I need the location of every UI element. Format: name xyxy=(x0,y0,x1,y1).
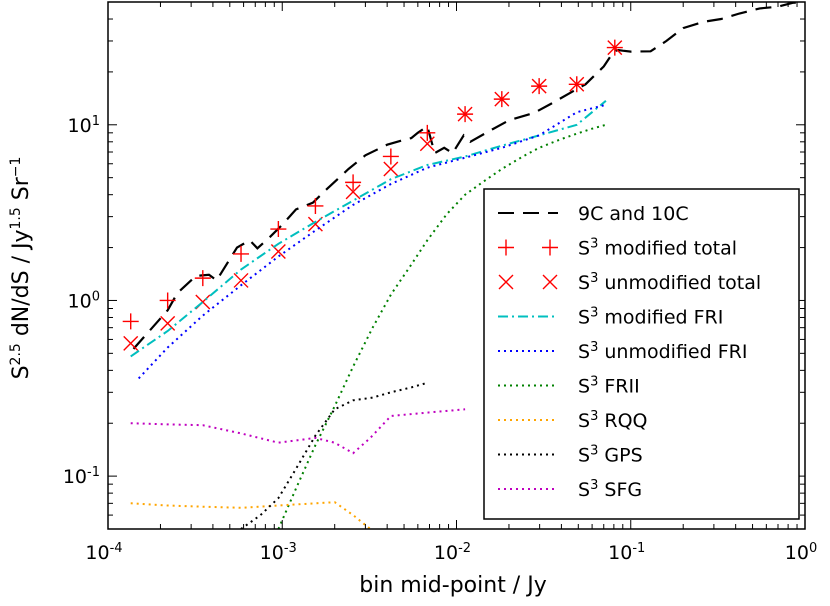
x-tick-label: 10-2 xyxy=(434,541,471,565)
legend-marker-plus xyxy=(498,239,514,256)
data-point-plus xyxy=(345,174,362,191)
series-9c-and-10c xyxy=(132,2,805,350)
y-axis-label: S2.5 dN/dS / Jy1.5 Sr−1 xyxy=(8,157,34,380)
data-point-cross xyxy=(123,335,139,351)
legend-box xyxy=(483,188,800,520)
data-point-plus xyxy=(194,270,211,287)
data-point-cross xyxy=(160,315,176,331)
y-label-sup3: −1 xyxy=(8,157,24,178)
series-line-s-rqq xyxy=(130,501,371,529)
legend-marker-cross xyxy=(542,274,558,290)
data-point-cross xyxy=(383,161,399,177)
series-line-9c-and-10c xyxy=(132,2,805,350)
ticks-layer: 10-4 10-3 10-2 10-1 100 10-1 100 101 xyxy=(63,1,817,565)
series-line-s-sfg xyxy=(130,408,466,455)
data-point-cross xyxy=(569,76,585,92)
y-tick-label: 10-1 xyxy=(63,465,100,489)
data-point-cross xyxy=(457,106,473,122)
legend-label: 9C and 10C xyxy=(578,203,689,225)
legend-label: S3 FRII xyxy=(578,374,640,398)
legend-label: S3 SFG xyxy=(578,478,642,502)
legend-marker-plus xyxy=(542,239,558,256)
series-s-unmodified-fri xyxy=(137,103,607,380)
series-s-rqq xyxy=(130,501,371,529)
data-point-plus xyxy=(419,124,436,141)
data-point-plus xyxy=(122,313,139,330)
legend-label: S3 GPS xyxy=(578,443,643,467)
series-s-sfg xyxy=(130,408,466,455)
y-label-mid: dN/dS / Jy xyxy=(9,230,34,344)
y-label-sup2: 1.5 xyxy=(8,207,24,229)
legend-label: S3 unmodified total xyxy=(578,271,761,295)
data-point-plus xyxy=(270,221,287,238)
legend-label: S3 unmodified FRI xyxy=(578,340,747,364)
data-point-plus xyxy=(159,292,176,309)
data-point-cross xyxy=(345,184,361,200)
y-label-sup1: 2.5 xyxy=(8,343,24,365)
data-point-cross xyxy=(531,78,547,94)
data-point-cross xyxy=(419,136,435,152)
x-axis-label: bin mid-point / Jy xyxy=(359,573,546,598)
x-tick-label: 100 xyxy=(785,541,817,565)
x-tick-label: 10-3 xyxy=(260,541,297,565)
series-s-modified-total xyxy=(122,39,623,330)
series-s-unmodified-total xyxy=(123,40,623,351)
legend-label: S3 modified FRI xyxy=(578,305,723,329)
x-tick-label: 10-4 xyxy=(85,541,122,565)
series-layer xyxy=(122,2,805,529)
legend-marker-cross xyxy=(498,274,514,290)
x-tick-label: 10-1 xyxy=(608,541,645,565)
legend: 9C and 10C S3 modified total S3 unmodified… xyxy=(483,188,800,520)
data-point-cross xyxy=(233,272,249,288)
data-point-plus xyxy=(233,245,250,262)
data-point-plus xyxy=(307,197,324,214)
y-tick-label: 101 xyxy=(68,113,100,137)
y-label-base: S xyxy=(9,365,34,379)
series-line-s-unmodified-fri xyxy=(137,103,607,380)
legend-label: S3 RQQ xyxy=(578,409,648,433)
y-label-tail: Sr xyxy=(9,176,34,207)
data-point-cross xyxy=(494,91,510,107)
data-point-plus xyxy=(382,148,399,165)
legend-label: S3 modified total xyxy=(578,236,737,260)
data-point-cross xyxy=(607,40,623,56)
y-tick-label: 100 xyxy=(68,289,100,313)
